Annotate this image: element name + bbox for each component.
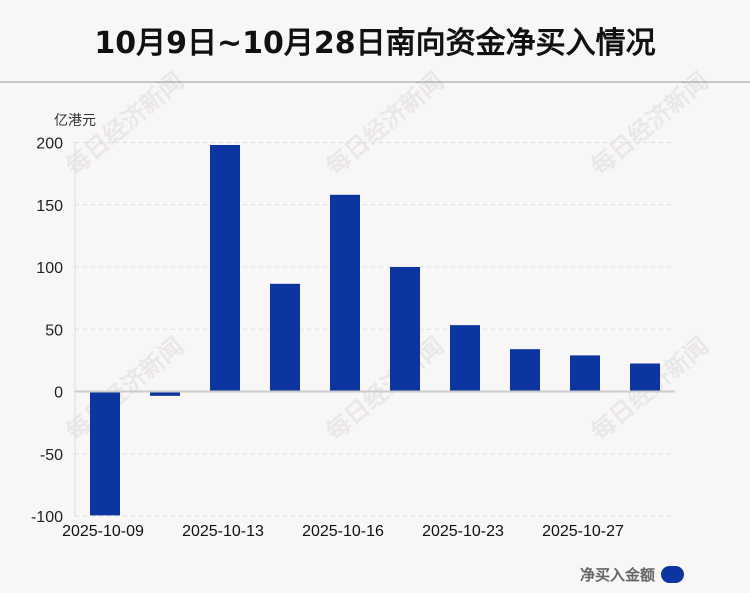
y-axis-unit: 亿港元	[54, 113, 96, 129]
y-tick-label: 200	[36, 136, 63, 153]
y-tick-label: 150	[36, 198, 63, 215]
y-tick-label: 100	[36, 260, 63, 277]
y-tick-label: -50	[40, 447, 63, 464]
x-tick-label: 2025-10-23	[422, 523, 504, 540]
bar	[210, 144, 240, 392]
bar	[150, 391, 180, 396]
watermark: 每日经济新闻	[61, 332, 189, 446]
x-tick-label: 2025-10-16	[302, 523, 384, 540]
bar	[270, 283, 300, 392]
x-tick-label: 2025-10-09	[62, 523, 144, 540]
y-tick-label: -100	[31, 509, 63, 526]
legend: 净买入金额	[580, 564, 684, 585]
bar	[390, 267, 420, 392]
legend-swatch	[661, 566, 684, 583]
y-tick-label: 50	[45, 322, 63, 339]
watermark: 每日经济新闻	[586, 67, 714, 181]
title-divider	[0, 81, 750, 83]
bar	[450, 325, 480, 392]
x-tick-label: 2025-10-27	[542, 523, 624, 540]
x-tick-label: 2025-10-13	[182, 523, 264, 540]
bar	[570, 355, 600, 392]
y-tick-label: 0	[54, 385, 63, 402]
legend-label: 净买入金额	[579, 566, 655, 584]
bar	[330, 194, 360, 392]
bar	[90, 391, 120, 516]
chart-title: 10月9日~10月28日南向资金净买入情况	[94, 26, 656, 61]
bar	[630, 363, 660, 392]
bar	[510, 349, 540, 392]
watermark: 每日经济新闻	[321, 67, 449, 181]
